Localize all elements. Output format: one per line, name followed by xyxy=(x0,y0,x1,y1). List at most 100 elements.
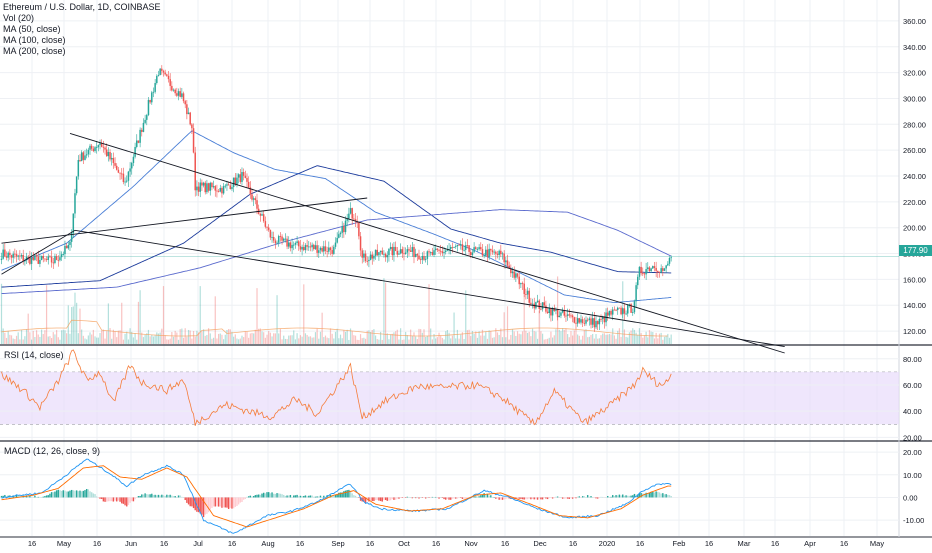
x-axis-tick-label: 16 xyxy=(228,539,236,548)
volume-bar xyxy=(30,339,33,344)
volume-bar xyxy=(567,334,569,344)
indicator-ma100-label[interactable]: MA (100, close) xyxy=(3,35,66,45)
macd-histogram-bar xyxy=(628,495,631,498)
candle-body xyxy=(548,308,551,314)
volume-bar xyxy=(156,332,158,344)
candle-body xyxy=(119,172,121,174)
candle-body xyxy=(132,156,135,164)
macd-histogram-bar xyxy=(414,497,417,499)
volume-bar xyxy=(196,330,198,344)
price-axis-tick-label: 200.00 xyxy=(903,224,926,233)
candle-body xyxy=(2,249,4,259)
candle-body xyxy=(516,273,519,277)
volume-bar xyxy=(386,333,388,344)
macd-histogram-bar xyxy=(0,495,3,498)
volume-bar xyxy=(258,328,260,344)
candle-body xyxy=(349,208,352,214)
volume-bar xyxy=(545,339,547,344)
candle-body xyxy=(359,236,362,251)
macd-histogram-bar xyxy=(536,497,539,500)
volume-bar xyxy=(558,329,560,344)
candle-body xyxy=(114,163,116,166)
volume-bar xyxy=(343,330,345,344)
candle-body xyxy=(134,146,136,157)
macd-histogram-bar xyxy=(4,494,6,498)
candle-body xyxy=(311,244,313,248)
macd-histogram-bar xyxy=(70,489,73,498)
macd-histogram-bar xyxy=(14,495,16,498)
volume-bar xyxy=(481,329,484,344)
candle-body xyxy=(476,249,479,250)
volume-bar xyxy=(319,331,322,344)
volume-bar xyxy=(276,295,278,344)
volume-bar xyxy=(303,284,305,344)
macd-histogram-bar xyxy=(59,490,61,498)
candle-body xyxy=(583,322,586,324)
macd-histogram-bar xyxy=(563,497,565,499)
macd-panel-label[interactable]: MACD (12, 26, close, 9) xyxy=(4,446,101,456)
macd-histogram-bar xyxy=(37,496,39,498)
volume-bar xyxy=(438,332,440,344)
macd-histogram-bar xyxy=(216,497,218,507)
macd-histogram-bar xyxy=(620,495,622,498)
volume-bar xyxy=(238,339,240,344)
candle-body xyxy=(556,310,559,318)
candle-body xyxy=(460,244,462,246)
macd-histogram-bar xyxy=(443,497,445,500)
volume-bar xyxy=(563,329,565,344)
macd-histogram-bar xyxy=(256,494,258,498)
volume-bar xyxy=(109,328,111,344)
candle-body xyxy=(591,318,594,325)
macd-histogram-bar xyxy=(556,496,559,498)
macd-histogram-bar xyxy=(571,497,574,499)
candle-body xyxy=(580,319,582,323)
volume-bar xyxy=(533,331,535,344)
macd-histogram-bar xyxy=(578,496,581,498)
volume-bar xyxy=(338,338,340,344)
macd-histogram-bar xyxy=(171,495,173,498)
candle-body xyxy=(221,187,223,194)
macd-histogram-bar xyxy=(406,496,409,498)
volume-bar xyxy=(471,330,474,344)
candle-body xyxy=(670,257,672,259)
indicator-ma50-label[interactable]: MA (50, close) xyxy=(3,24,61,34)
candle-body xyxy=(363,253,365,258)
x-axis-tick-label: May xyxy=(57,539,71,548)
candle-body xyxy=(316,245,318,253)
volume-bar xyxy=(620,336,622,344)
rsi-panel-label[interactable]: RSI (14, close) xyxy=(4,350,64,360)
candle-body xyxy=(92,148,95,152)
volume-bar xyxy=(415,336,417,344)
volume-bar xyxy=(114,331,116,344)
macd-histogram-bar xyxy=(523,497,525,500)
price-axis-tick-label: 320.00 xyxy=(903,69,926,78)
macd-histogram-bar xyxy=(80,491,83,498)
macd-axis-tick-label: 0.00 xyxy=(903,493,918,502)
candle-body xyxy=(655,267,657,271)
candle-body xyxy=(485,249,487,256)
macd-histogram-bar xyxy=(399,497,402,498)
volume-bar xyxy=(520,334,522,344)
macd-histogram-bar xyxy=(323,495,325,498)
candle-body xyxy=(593,318,596,328)
macd-histogram-bar xyxy=(286,495,288,498)
macd-histogram-bar xyxy=(358,497,360,498)
volume-bar xyxy=(218,333,220,344)
candle-body xyxy=(495,251,497,254)
macd-histogram-bar xyxy=(384,497,387,501)
indicator-ma200-label[interactable]: MA (200, close) xyxy=(3,46,66,56)
volume-bar xyxy=(648,330,651,344)
volume-bar xyxy=(249,333,251,344)
volume-bar xyxy=(121,302,123,344)
candle-body xyxy=(493,251,495,253)
macd-histogram-bar xyxy=(106,497,108,502)
indicator-volume-label[interactable]: Vol (20) xyxy=(3,13,35,23)
volume-bar xyxy=(333,338,335,344)
candle-body xyxy=(647,267,649,270)
macd-histogram-bar xyxy=(550,497,552,498)
volume-bar xyxy=(27,313,29,344)
candle-body xyxy=(408,249,410,251)
macd-histogram-bar xyxy=(455,497,457,499)
macd-histogram-bar xyxy=(298,496,300,498)
candle-body xyxy=(89,145,91,150)
